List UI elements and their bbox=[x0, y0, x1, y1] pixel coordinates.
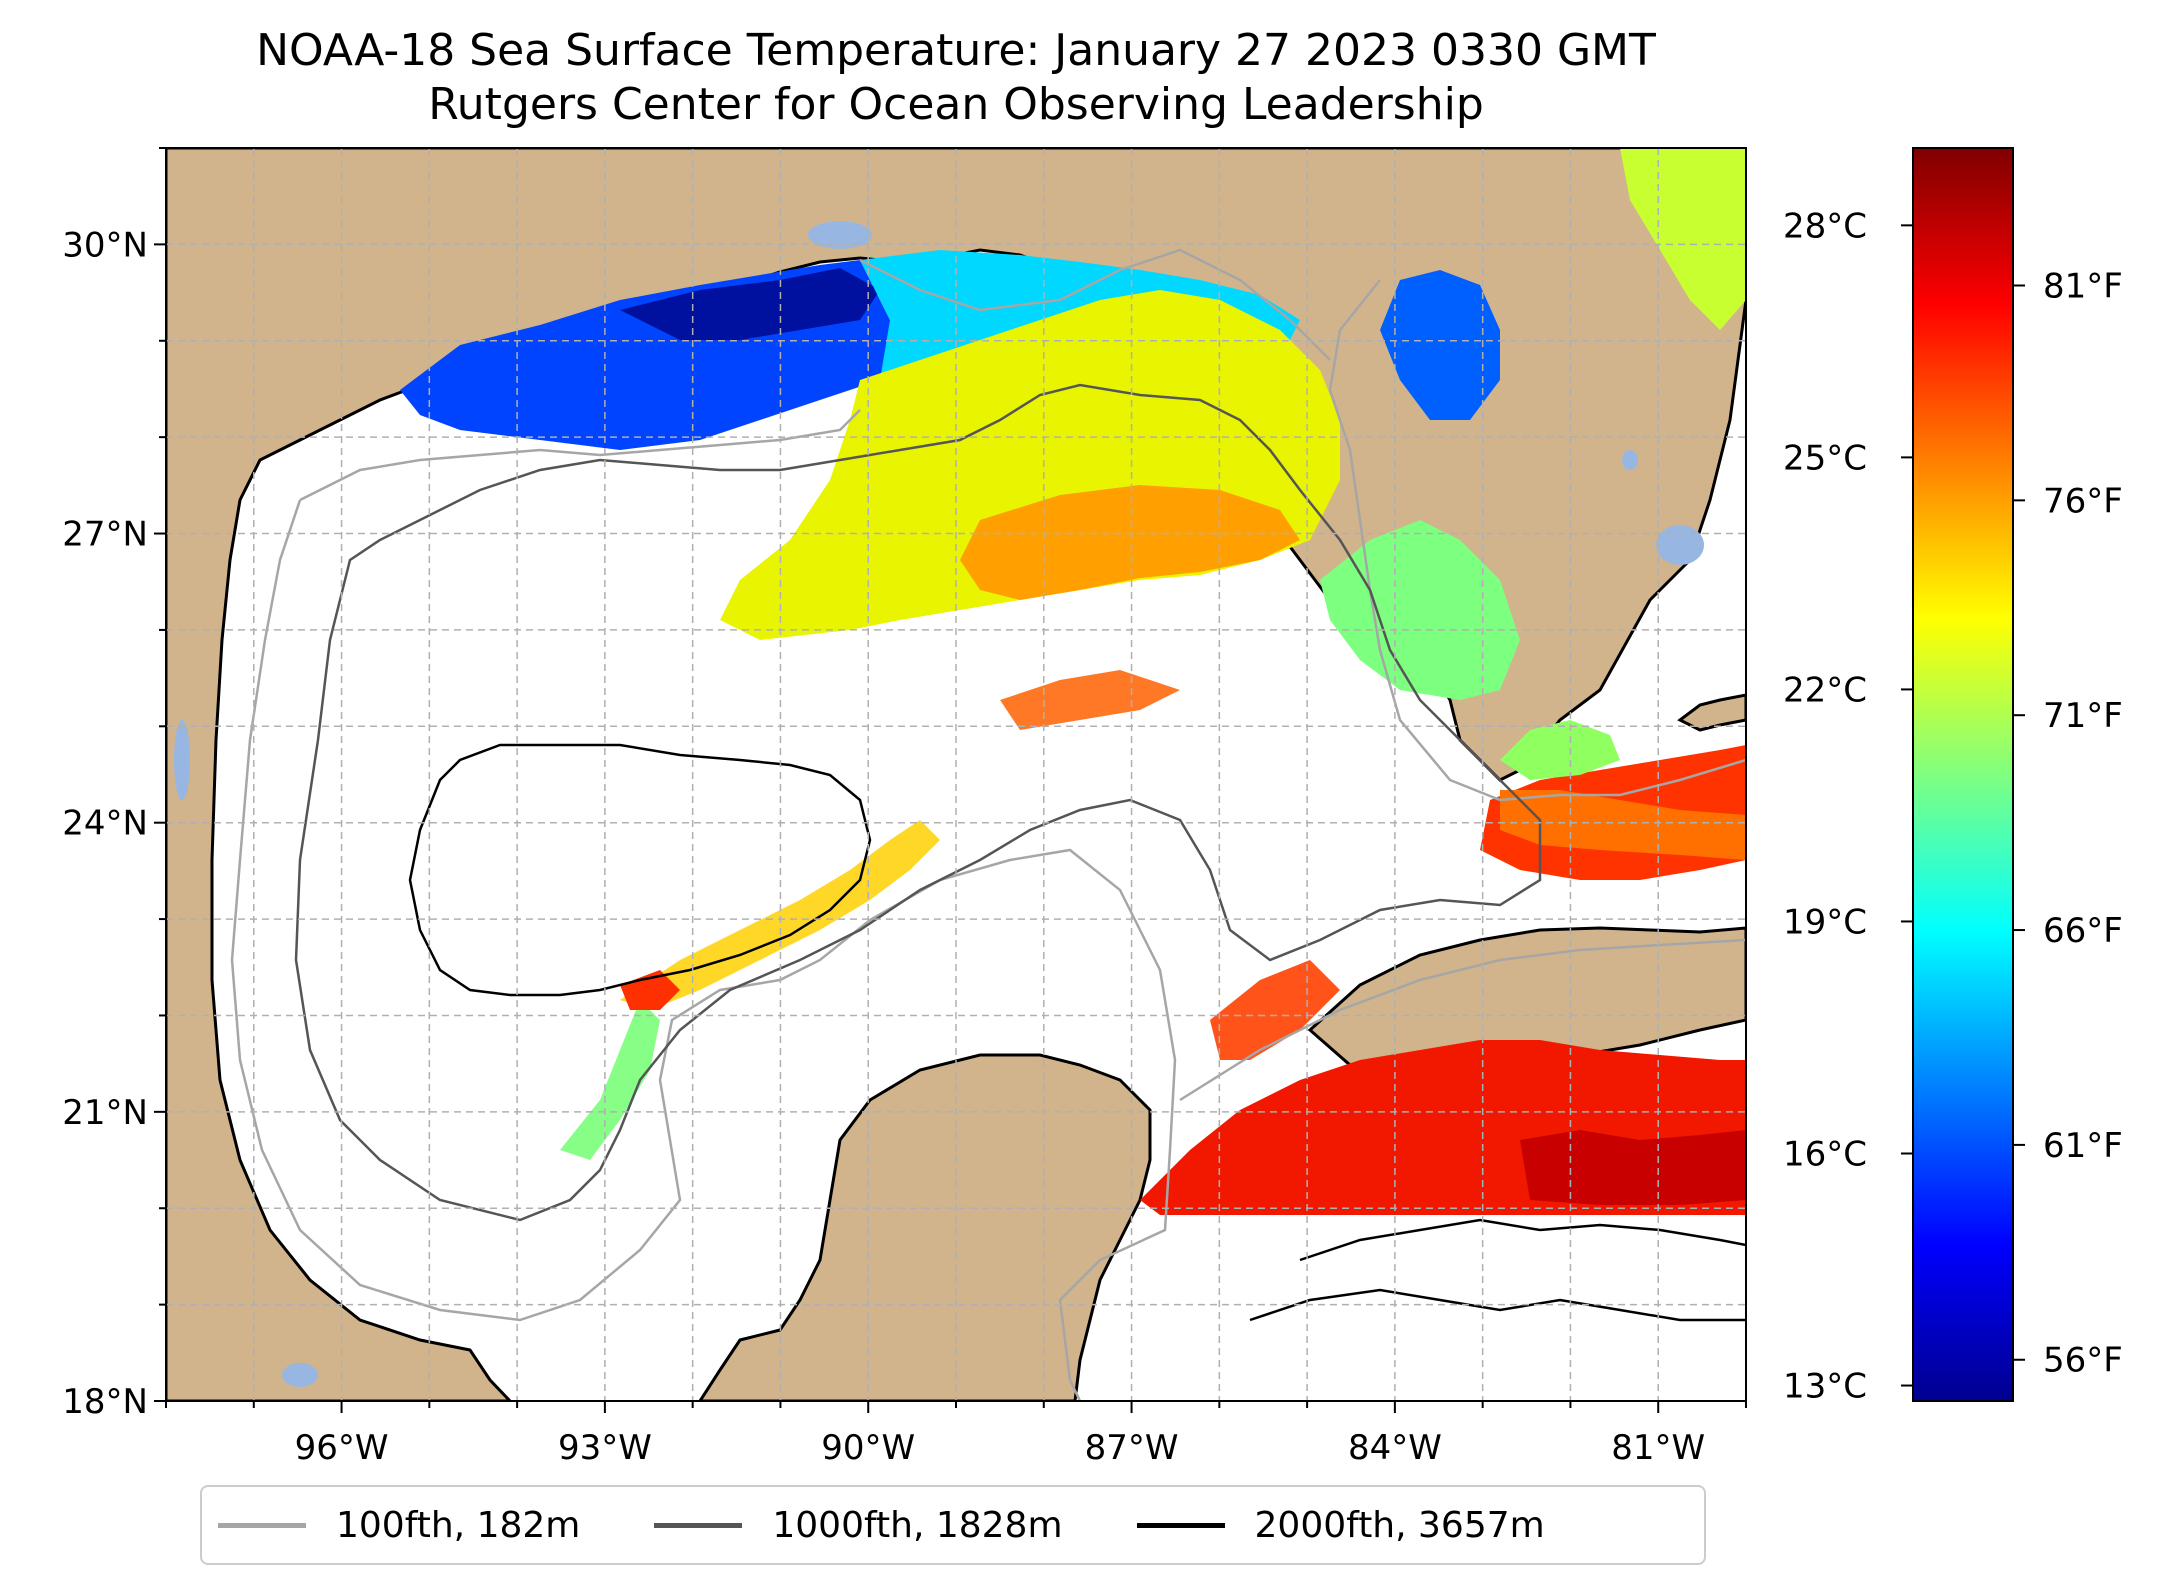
fahrenheit-tick-label: 71°F bbox=[2043, 696, 2123, 736]
lakes-layer bbox=[174, 221, 1704, 1387]
sst-patch-orange-band bbox=[960, 485, 1300, 600]
sst-patch-florida-north-blue bbox=[1380, 270, 1500, 420]
lake-pontchartrain bbox=[808, 221, 872, 249]
fahrenheit-tick-label: 66°F bbox=[2043, 911, 2123, 951]
legend-swatch-100fth bbox=[218, 1522, 306, 1528]
contour-2000fth bbox=[408, 743, 872, 997]
fahrenheit-tick-label: 76°F bbox=[2043, 481, 2123, 521]
sst-patch-yucatan-channel bbox=[1210, 960, 1340, 1060]
legend-entry-2000fth: 2000fth, 3657m bbox=[1136, 1504, 1545, 1546]
fahrenheit-tick-label: 61°F bbox=[2043, 1126, 2123, 1166]
lake-okeechobee bbox=[1656, 525, 1704, 565]
lake-laguna-madre bbox=[174, 720, 190, 800]
latitude-axis: 18°N 21°N 24°N 27°N 30°N bbox=[62, 147, 166, 1422]
lake-florida-small-1 bbox=[1622, 450, 1638, 470]
lon-tick-label: 96°W bbox=[295, 1428, 389, 1468]
legend: 100fth, 182m 1000fth, 1828m 2000fth, 365… bbox=[200, 1485, 1706, 1565]
sst-patch-cuba-north-orange bbox=[1500, 790, 1746, 860]
colorbar-celsius-axis: 13°C 16°C 19°C 22°C 25°C 28°C bbox=[1783, 206, 1913, 1407]
map-content bbox=[166, 148, 1746, 1401]
sst-patch-caribbean-darkred bbox=[1520, 1130, 1746, 1205]
lon-tick-label: 90°W bbox=[821, 1428, 915, 1468]
figure-subtitle: Rutgers Center for Ocean Observing Leade… bbox=[428, 79, 1484, 130]
figure-title: NOAA-18 Sea Surface Temperature: January… bbox=[256, 25, 1656, 76]
celsius-tick-label: 25°C bbox=[1783, 438, 1867, 478]
sst-patch-central-gulf-green bbox=[560, 1000, 660, 1160]
lon-tick-label: 93°W bbox=[558, 1428, 652, 1468]
legend-label-2000fth: 2000fth, 3657m bbox=[1254, 1504, 1545, 1546]
fahrenheit-tick-label: 56°F bbox=[2043, 1341, 2123, 1381]
lat-tick-label: 21°N bbox=[62, 1093, 148, 1133]
legend-swatch-2000fth bbox=[1136, 1522, 1225, 1528]
lat-tick-label: 24°N bbox=[62, 804, 148, 844]
sst-patch-nearshore-darkblue bbox=[620, 268, 880, 340]
sst-patch-eastern-streaks bbox=[1000, 670, 1180, 730]
lon-tick-label: 87°W bbox=[1085, 1428, 1179, 1468]
colorbar-fahrenheit-axis: 56°F 61°F 66°F 71°F 76°F 81°F bbox=[2013, 267, 2123, 1381]
sst-patch-atlantic-yellow bbox=[1620, 148, 1746, 330]
gridlines-layer bbox=[166, 148, 1746, 1401]
legend-swatch-1000fth bbox=[654, 1522, 743, 1528]
celsius-tick-label: 22°C bbox=[1783, 670, 1867, 710]
sst-patch-central-gulf-streaks bbox=[620, 820, 940, 1010]
bathymetry-layer bbox=[230, 248, 1746, 1401]
lat-tick-label: 27°N bbox=[62, 515, 148, 555]
legend-label-100fth: 100fth, 182m bbox=[336, 1504, 581, 1546]
celsius-tick-label: 16°C bbox=[1783, 1134, 1867, 1174]
sst-data-layer bbox=[400, 148, 1746, 1215]
longitude-axis: 96°W 93°W 90°W 87°W 84°W 81°W bbox=[165, 1401, 1747, 1468]
contour-100fth bbox=[230, 248, 1746, 1401]
lon-tick-label: 81°W bbox=[1611, 1428, 1705, 1468]
legend-label-1000fth: 1000fth, 1828m bbox=[772, 1504, 1063, 1546]
lake-mexico-south bbox=[282, 1363, 318, 1387]
fahrenheit-tick-label: 81°F bbox=[2043, 267, 2123, 307]
land-yucatan-central-america bbox=[698, 1053, 1152, 1401]
land-florida-keys bbox=[1677, 693, 1746, 732]
celsius-tick-label: 19°C bbox=[1783, 902, 1867, 942]
lat-tick-label: 30°N bbox=[62, 225, 148, 265]
sst-patch-keys-green bbox=[1500, 720, 1620, 780]
contour-1000fth bbox=[294, 383, 1542, 1222]
legend-entry-100fth: 100fth, 182m bbox=[218, 1505, 580, 1546]
contour-2000fth-caribbean bbox=[1249, 1218, 1746, 1322]
sst-patch-florida-west-shelf bbox=[1320, 520, 1520, 700]
colorbar bbox=[1912, 147, 2014, 1402]
lat-tick-label: 18°N bbox=[62, 1382, 148, 1422]
celsius-tick-label: 13°C bbox=[1783, 1367, 1867, 1407]
lon-tick-label: 84°W bbox=[1348, 1428, 1442, 1468]
celsius-tick-label: 28°C bbox=[1783, 206, 1867, 246]
legend-entry-1000fth: 1000fth, 1828m bbox=[654, 1504, 1063, 1546]
